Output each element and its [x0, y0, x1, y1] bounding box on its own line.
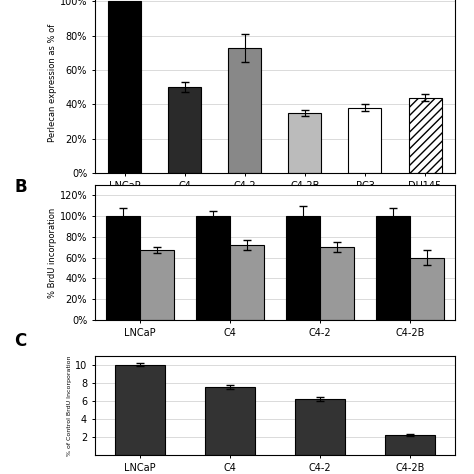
Bar [228, 48, 262, 173]
Y-axis label: % BrdU incorporation: % BrdU incorporation [48, 207, 57, 298]
Bar [410, 257, 444, 320]
Bar [320, 247, 354, 320]
Bar [385, 435, 435, 455]
Y-axis label: % of Control BrdU Incorporation: % of Control BrdU Incorporation [67, 355, 72, 456]
Bar [288, 113, 321, 173]
Bar [286, 216, 320, 320]
Bar [140, 250, 174, 320]
Bar [295, 399, 345, 455]
Bar [230, 245, 264, 320]
Bar [196, 216, 230, 320]
Bar [409, 98, 441, 173]
Bar [348, 108, 382, 173]
Text: B: B [14, 178, 27, 196]
Bar [205, 387, 255, 455]
Bar [376, 216, 410, 320]
Bar [106, 216, 140, 320]
Bar [168, 87, 201, 173]
Bar [108, 1, 141, 173]
Text: C: C [14, 332, 27, 350]
Bar [115, 365, 164, 455]
Y-axis label: Perlecan expression as % of: Perlecan expression as % of [48, 24, 57, 142]
